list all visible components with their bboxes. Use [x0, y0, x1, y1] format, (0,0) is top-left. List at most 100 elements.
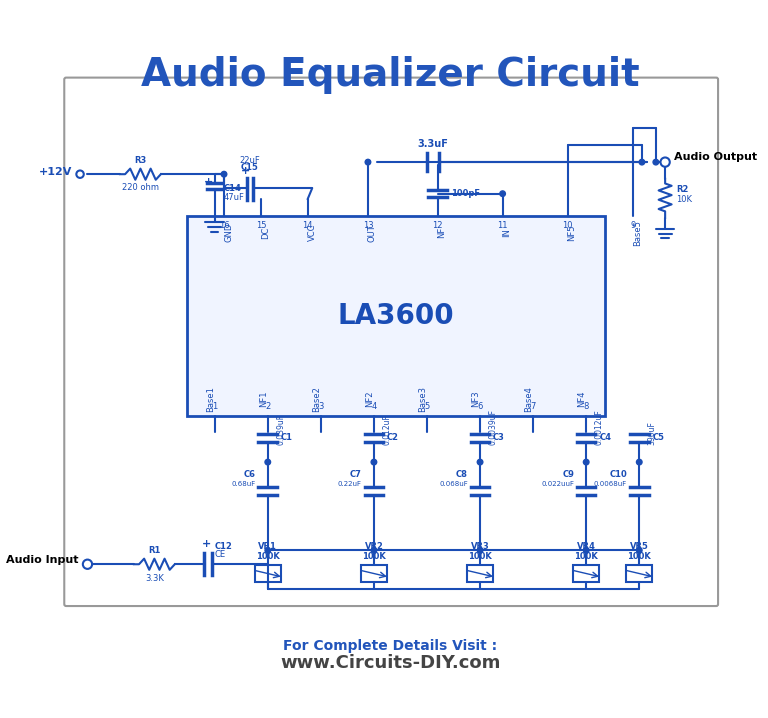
Bar: [187, 216, 604, 416]
Text: 0.068uF: 0.068uF: [439, 481, 468, 487]
Text: 0.022uuF: 0.022uuF: [541, 481, 574, 487]
Text: VR2
100K: VR2 100K: [362, 542, 386, 561]
Text: CE: CE: [215, 550, 226, 559]
Text: 0.039uF: 0.039uF: [276, 414, 285, 445]
Text: 6: 6: [478, 402, 483, 411]
Text: 3: 3: [318, 402, 323, 411]
Text: 15: 15: [256, 220, 266, 230]
Text: C6: C6: [243, 470, 256, 479]
Circle shape: [637, 548, 642, 553]
Circle shape: [371, 460, 377, 465]
Text: 13: 13: [362, 220, 373, 230]
Text: Base4: Base4: [524, 386, 533, 412]
Text: 0.22uF: 0.22uF: [338, 481, 362, 487]
Text: C3: C3: [493, 434, 505, 442]
Circle shape: [221, 172, 227, 177]
Text: Base5: Base5: [633, 220, 641, 246]
Text: 10K: 10K: [677, 195, 692, 204]
Text: 1: 1: [212, 402, 217, 411]
Text: 220 ohm: 220 ohm: [122, 184, 159, 192]
Text: Base1: Base1: [206, 386, 215, 412]
Text: 10: 10: [562, 220, 573, 230]
Text: 16: 16: [219, 220, 230, 230]
Text: +: +: [202, 539, 211, 549]
Bar: [361, 565, 387, 582]
Text: Audio Equalizer Circuit: Audio Equalizer Circuit: [141, 56, 640, 94]
Bar: [626, 565, 652, 582]
Text: 12: 12: [432, 220, 443, 230]
Text: NF: NF: [438, 227, 447, 238]
Text: LA3600: LA3600: [337, 302, 454, 330]
Text: 390uF: 390uF: [647, 421, 657, 445]
Text: NF3: NF3: [471, 391, 480, 407]
Text: NF4: NF4: [578, 391, 586, 407]
Text: C9: C9: [562, 470, 574, 479]
Text: 5: 5: [425, 402, 429, 411]
Text: OUT: OUT: [368, 224, 377, 241]
Circle shape: [639, 159, 644, 165]
Text: NF1: NF1: [259, 391, 268, 407]
Text: 0.68uF: 0.68uF: [231, 481, 256, 487]
Text: 47uF: 47uF: [224, 193, 245, 202]
Text: VCC: VCC: [307, 224, 316, 241]
Text: VR3
100K: VR3 100K: [468, 542, 492, 561]
Text: C12: C12: [215, 542, 233, 551]
Text: C15: C15: [241, 163, 259, 172]
Circle shape: [637, 460, 642, 465]
Text: 0.0039uF: 0.0039uF: [488, 409, 498, 445]
Text: 4: 4: [371, 402, 376, 411]
Text: R1: R1: [148, 546, 161, 555]
Text: DC: DC: [261, 226, 270, 239]
Text: VR4
100K: VR4 100K: [574, 542, 598, 561]
Text: 3.3K: 3.3K: [145, 574, 164, 582]
Text: +: +: [240, 166, 250, 176]
Circle shape: [265, 548, 270, 553]
Text: C7: C7: [350, 470, 362, 479]
Text: 9: 9: [630, 220, 635, 230]
Text: C10: C10: [610, 470, 627, 479]
Bar: [255, 565, 281, 582]
Text: 14: 14: [303, 220, 313, 230]
Text: 0.012uF: 0.012uF: [382, 414, 392, 445]
Text: NF5: NF5: [568, 225, 577, 241]
Text: C1: C1: [281, 434, 293, 442]
Circle shape: [477, 460, 483, 465]
Text: Audio Input: Audio Input: [5, 554, 78, 564]
Circle shape: [265, 460, 270, 465]
Text: 2: 2: [265, 402, 270, 411]
Circle shape: [477, 548, 483, 553]
Text: Base3: Base3: [418, 386, 427, 412]
Bar: [573, 565, 599, 582]
Text: 0.0012uF: 0.0012uF: [594, 409, 604, 445]
Text: NF2: NF2: [365, 391, 374, 407]
Text: www.Circuits-DIY.com: www.Circuits-DIY.com: [280, 653, 501, 671]
Text: C4: C4: [599, 434, 611, 442]
Text: 11: 11: [498, 220, 508, 230]
Text: C5: C5: [652, 434, 664, 442]
Circle shape: [653, 159, 659, 165]
Text: Audio Output: Audio Output: [674, 152, 757, 162]
Text: 7: 7: [531, 402, 536, 411]
Text: +: +: [204, 177, 213, 187]
Text: 0.0068uF: 0.0068uF: [594, 481, 627, 487]
Circle shape: [500, 191, 505, 197]
Text: IN: IN: [502, 228, 511, 237]
Circle shape: [371, 548, 377, 553]
Text: +12V: +12V: [39, 167, 73, 177]
Text: R2: R2: [677, 185, 689, 195]
Text: R3: R3: [134, 156, 147, 165]
Bar: [467, 565, 493, 582]
Text: Base2: Base2: [312, 386, 321, 412]
Text: GND: GND: [224, 223, 233, 243]
Circle shape: [584, 548, 589, 553]
Text: For Complete Details Visit :: For Complete Details Visit :: [283, 639, 498, 653]
Text: 22uF: 22uF: [240, 156, 260, 165]
Text: C2: C2: [387, 434, 399, 442]
Circle shape: [584, 460, 589, 465]
Text: VR1
100K: VR1 100K: [256, 542, 280, 561]
Text: 8: 8: [584, 402, 589, 411]
Text: C14: C14: [224, 184, 242, 192]
Circle shape: [365, 159, 371, 165]
Text: VR5
100K: VR5 100K: [627, 542, 651, 561]
Text: C8: C8: [456, 470, 468, 479]
